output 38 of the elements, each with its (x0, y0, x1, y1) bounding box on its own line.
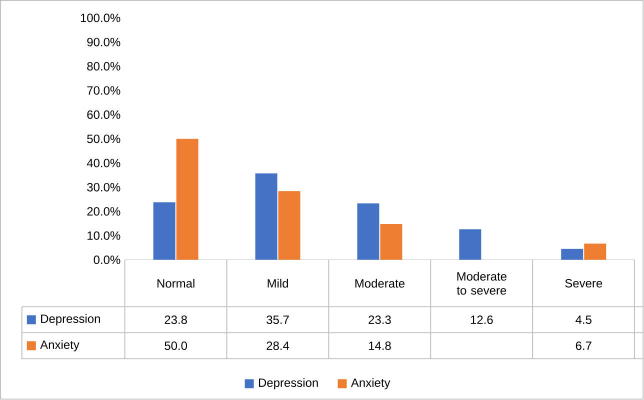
data-label: 28.4 (266, 342, 290, 350)
data-label: 23.3 (368, 316, 391, 324)
bar (278, 191, 300, 260)
x-tick-label: Mild (268, 279, 288, 288)
y-tick-label: 80.0% (87, 62, 120, 71)
y-tick-label: 70.0% (87, 86, 120, 95)
y-tick-label: 90.0% (87, 38, 120, 47)
data-label: 35.7 (266, 316, 289, 324)
data-label: 50.0 (164, 342, 188, 350)
y-tick-label: 60.0% (87, 110, 120, 120)
y-tick-label: 10.0% (88, 232, 120, 240)
bar (357, 204, 380, 260)
x-tick-label: Moderate (355, 279, 405, 288)
y-tick-label: 20.0% (87, 207, 120, 216)
x-tick-label: Moderate to severe (456, 272, 506, 295)
bar (176, 139, 198, 260)
y-tick-label: 100.0% (80, 14, 120, 22)
x-tick-label: Normal (157, 279, 194, 288)
x-tick-label: Severe (565, 279, 602, 288)
legend-label: Anxiety (350, 378, 390, 390)
bar (584, 244, 606, 260)
data-label: 12.6 (470, 316, 493, 324)
y-tick-label: 30.0% (87, 183, 120, 192)
text: Anxiety (40, 340, 80, 352)
y-tick-label: 0.0% (94, 256, 120, 264)
data-label: 4.5 (576, 316, 592, 324)
bar (459, 229, 482, 260)
text: Depression (258, 378, 318, 390)
bar (255, 174, 278, 260)
legend-label: Depression (41, 314, 100, 326)
data-label: 14.8 (368, 342, 391, 350)
y-tick-label: 50.0% (87, 134, 120, 144)
bar (380, 224, 402, 260)
data-label: 6.7 (576, 342, 592, 350)
data-label: 23.8 (164, 316, 187, 324)
bar (561, 249, 584, 260)
bar (153, 202, 176, 260)
y-tick-label: 40.0% (86, 158, 120, 168)
